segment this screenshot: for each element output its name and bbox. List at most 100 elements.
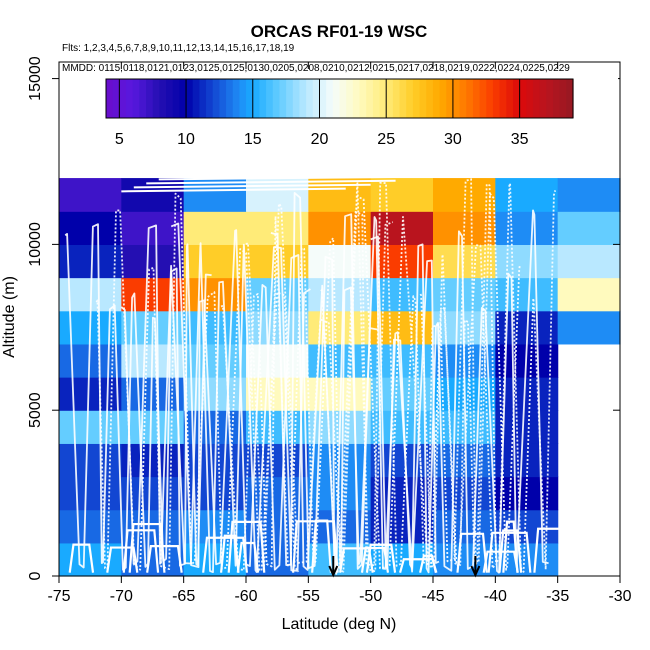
flight-track-low-leg [487, 531, 532, 573]
y-tick-label: 5000 [27, 392, 44, 428]
colorbar-swatch [346, 79, 354, 118]
colorbar-swatch [486, 79, 494, 118]
colorbar-swatch [426, 79, 434, 118]
colorbar-swatch [306, 79, 314, 118]
x-tick-label: -75 [47, 588, 70, 605]
colorbar-swatch [112, 79, 120, 118]
colorbar-ticks: 5 10 15 20 25 30 35 [115, 79, 529, 148]
flight-track-low-leg [106, 546, 139, 573]
heatmap-cell [121, 443, 185, 478]
heatmap-cell [121, 377, 185, 411]
colorbar-swatch [286, 79, 294, 118]
latitude-markers [328, 556, 481, 578]
x-tick-label: -35 [546, 588, 569, 605]
flight-track-low-leg [202, 536, 249, 573]
heatmap-cell [557, 211, 621, 245]
colorbar-swatch [406, 79, 414, 118]
flight-track-low-leg [122, 529, 160, 573]
x-axis-label: Latitude (deg N) [282, 616, 397, 633]
heatmap-cell [433, 211, 496, 245]
flight-track [120, 224, 311, 573]
colorbar-frame [105, 78, 574, 119]
heatmap-cell [183, 310, 247, 345]
colorbar-swatch [519, 79, 527, 118]
flight-track-low-leg [311, 519, 333, 573]
flight-track-low-leg [456, 532, 488, 573]
y-axis: 0 5000 10000 15000 [27, 56, 620, 580]
y-tick-label: 0 [27, 571, 44, 580]
colorbar-swatch [459, 79, 467, 118]
heatmap-cell [59, 443, 122, 478]
colorbar-swatch [152, 79, 160, 118]
colorbar-swatch [132, 79, 140, 118]
flight-track-low-leg [419, 554, 437, 573]
colorbar-swatch [439, 79, 447, 118]
colorbar-swatch [452, 79, 461, 118]
heatmap-cell [308, 244, 372, 279]
colorbar-swatch [546, 79, 554, 118]
flight-track-low-leg [68, 543, 95, 573]
colorbar-swatch [179, 79, 187, 118]
colorbar-swatch [466, 79, 474, 118]
heatmap-cell [495, 244, 559, 279]
heatmap-cell [59, 178, 122, 212]
flight-track-transit [171, 171, 446, 177]
colorbar-swatch [526, 79, 534, 118]
colorbar-tick-label: 30 [444, 131, 462, 148]
colorbar-swatch [299, 79, 307, 118]
colorbar-gradient [106, 79, 574, 118]
colorbar-swatch [226, 79, 234, 118]
flight-track [270, 192, 440, 573]
colorbar: 5 10 15 20 25 30 35 [62, 74, 618, 155]
colorbar-swatch [399, 79, 407, 118]
colorbar-swatch [292, 79, 301, 118]
colorbar-swatch [259, 79, 267, 118]
flight-track-low-leg [236, 541, 260, 573]
colorbar-swatch [146, 79, 154, 118]
colorbar-swatch [312, 79, 321, 118]
x-tick-label: -40 [484, 588, 507, 605]
colorbar-swatch [392, 79, 401, 118]
colorbar-swatch [352, 79, 361, 118]
colorbar-swatch [272, 79, 281, 118]
marker-arrow-head [470, 565, 481, 578]
marker-arrow-head [328, 565, 339, 578]
colorbar-swatch [186, 79, 194, 118]
heatmap-cell [59, 244, 122, 279]
colorbar-swatch [432, 79, 441, 118]
heatmap-cell [121, 509, 185, 544]
colorbar-swatch [532, 79, 541, 118]
x-axis: -75 -70 -65 -60 -55 -50 -45 -40 -35 -30 [47, 62, 632, 605]
mmdd-note: MMDD: 0115,0118,0121,0123,0125,0125,0130… [62, 63, 570, 74]
y-tick-label: 15000 [27, 56, 44, 101]
colorbar-swatch [566, 79, 574, 118]
colorbar-swatch [479, 79, 487, 118]
flight-track-low-leg [219, 534, 240, 573]
heatmap-cell [495, 211, 559, 245]
colorbar-swatch [366, 79, 374, 118]
colorbar-swatch [559, 79, 567, 118]
heatmap-cell [121, 410, 185, 444]
y-tick-label: 10000 [27, 222, 44, 267]
colorbar-swatch [359, 79, 367, 118]
colorbar-swatch [506, 79, 514, 118]
colorbar-swatch [472, 79, 481, 118]
flight-track-low-leg [502, 520, 519, 573]
heatmap-cell [183, 377, 247, 411]
x-tick-label: -65 [172, 588, 195, 605]
colorbar-tick-label: 10 [177, 131, 195, 148]
heatmap-cell [370, 509, 434, 544]
flight-track-low-leg [146, 545, 183, 573]
colorbar-swatch [552, 79, 561, 118]
colorbar-swatch [199, 79, 207, 118]
colorbar-swatch [412, 79, 421, 118]
flight-track-transit [121, 187, 346, 193]
x-tick-label: -60 [234, 588, 257, 605]
colorbar-swatch [492, 79, 501, 118]
colorbar-swatch [159, 79, 167, 118]
colorbar-swatch [246, 79, 254, 118]
heatmap-cell [370, 476, 434, 511]
colorbar-swatch [172, 79, 180, 118]
flight-track [170, 213, 378, 575]
flights-note: Flts: 1,2,3,4,5,6,7,8,9,10,11,12,13,14,1… [62, 43, 295, 54]
